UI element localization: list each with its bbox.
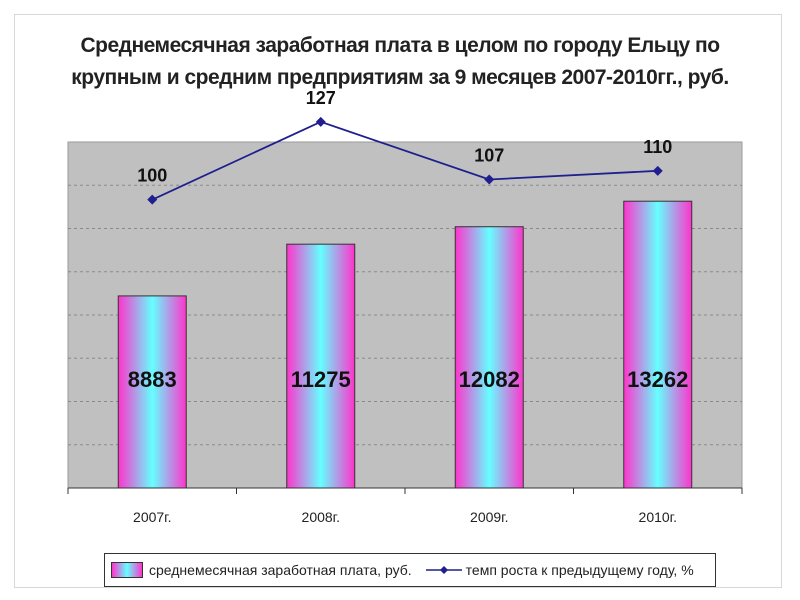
bar-value-label: 12082 xyxy=(459,367,520,392)
line-series xyxy=(151,120,658,201)
line-point xyxy=(147,194,158,205)
chart-title-line-1: Среднемесячная заработная плата в целом … xyxy=(80,34,720,57)
x-tick-label: 2009г. xyxy=(470,509,508,525)
legend-line-label: темп роста к предыдущему году, % xyxy=(465,562,694,578)
bar-value-label: 13262 xyxy=(627,367,688,392)
line-value-label: 110 xyxy=(643,137,672,157)
line-point xyxy=(652,165,663,176)
legend-item-bars: среднемесячная заработная плата, руб. xyxy=(105,562,412,578)
bar xyxy=(454,226,524,489)
line-value-label: 107 xyxy=(474,145,504,165)
line-value-label: 100 xyxy=(137,166,167,186)
chart-title-line-2: крупным и средним предприятиям за 9 меся… xyxy=(71,66,729,89)
legend-bar-label: среднемесячная заработная плата, руб. xyxy=(149,562,412,578)
bar xyxy=(623,200,693,489)
bar-value-label: 8883 xyxy=(128,367,177,392)
legend-item-line: темп роста к предыдущему году, % xyxy=(412,562,694,578)
x-tick-label: 2008г. xyxy=(302,509,340,525)
x-tick-label: 2007г. xyxy=(133,509,171,525)
line-point xyxy=(315,116,326,127)
legend-bar-swatch xyxy=(111,562,143,578)
line-value-label: 127 xyxy=(306,88,336,108)
x-tick-label: 2010г. xyxy=(639,509,677,525)
line-point xyxy=(484,174,495,185)
legend-line-swatch xyxy=(425,566,462,574)
chart-legend: среднемесячная заработная плата, руб. те… xyxy=(104,553,716,587)
chart-title: Среднемесячная заработная плата в целом … xyxy=(60,30,740,94)
bar xyxy=(117,295,187,489)
bar xyxy=(286,243,356,489)
chart-frame xyxy=(14,14,782,588)
bar-value-label: 11275 xyxy=(291,367,351,392)
